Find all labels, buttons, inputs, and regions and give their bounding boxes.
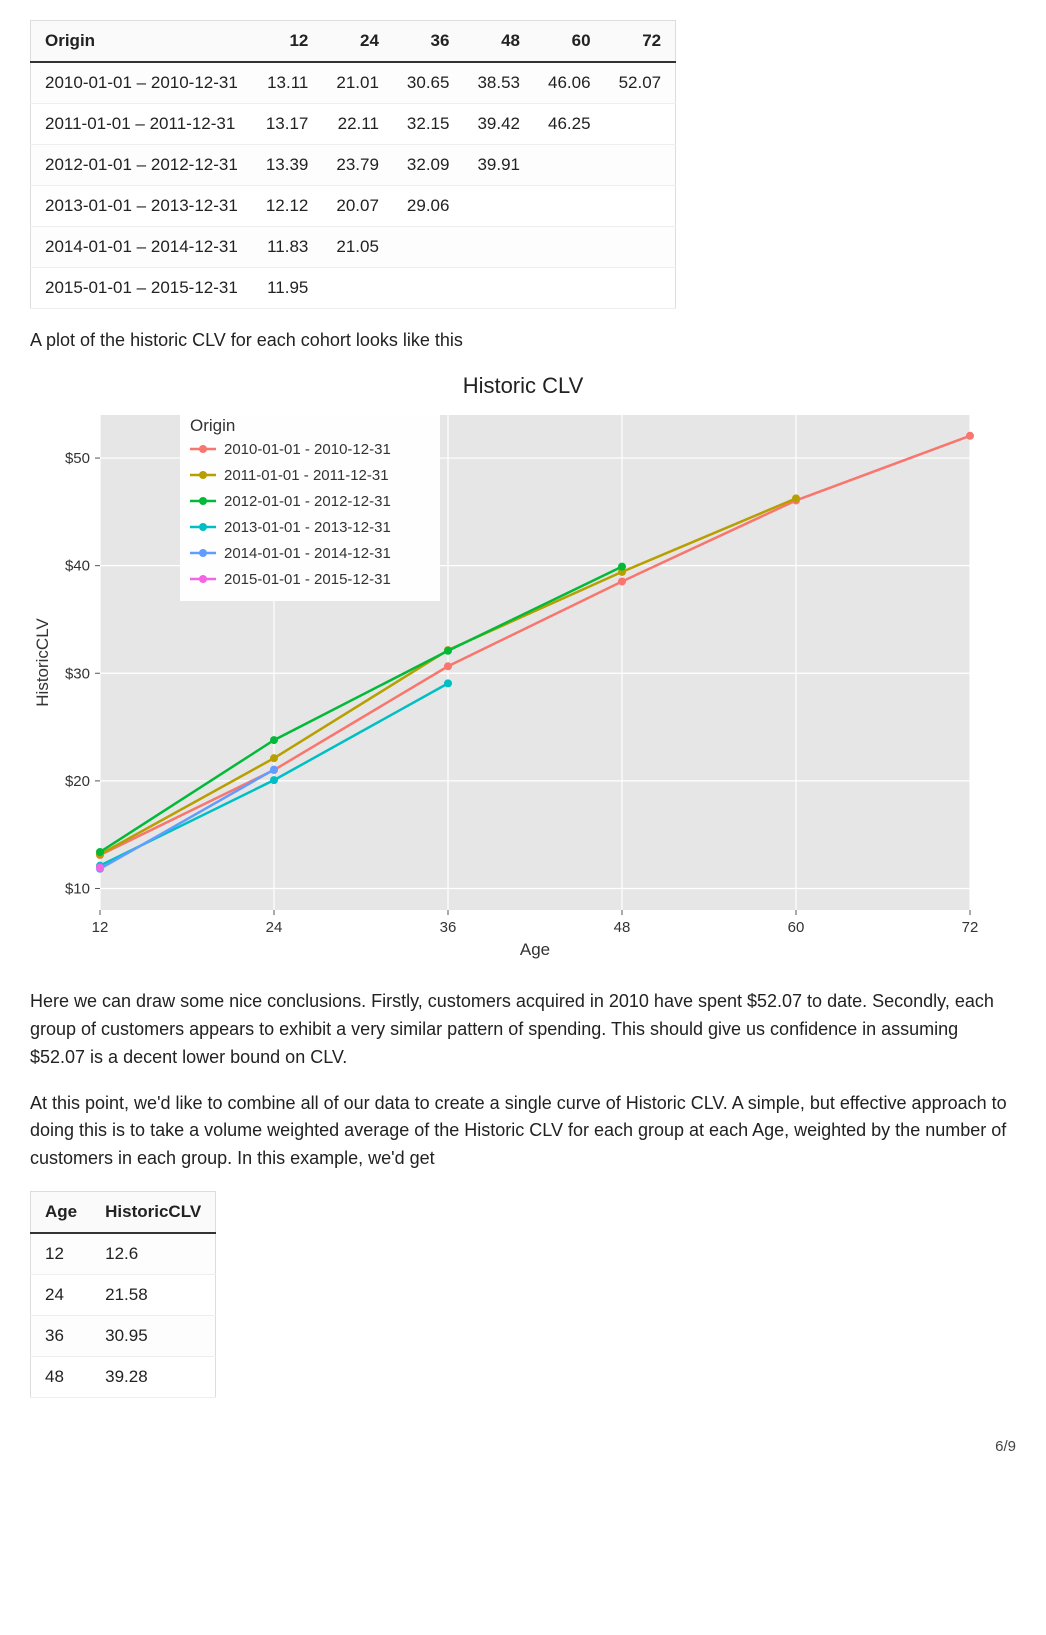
svg-text:2012-01-01 - 2012-12-31: 2012-01-01 - 2012-12-31	[224, 493, 391, 510]
svg-text:2010-01-01 - 2010-12-31: 2010-01-01 - 2010-12-31	[224, 441, 391, 458]
svg-text:2011-01-01 - 2011-12-31: 2011-01-01 - 2011-12-31	[224, 467, 389, 484]
svg-text:2015-01-01 - 2015-12-31: 2015-01-01 - 2015-12-31	[224, 571, 391, 588]
col-age-24: 24	[322, 21, 393, 63]
svg-text:$10: $10	[65, 880, 90, 897]
svg-text:2014-01-01 - 2014-12-31: 2014-01-01 - 2014-12-31	[224, 545, 391, 562]
col-age-48: 48	[463, 21, 534, 63]
svg-text:72: 72	[962, 919, 979, 936]
table-row: 2010-01-01 – 2010-12-3113.1121.0130.6538…	[31, 62, 676, 104]
col-age-60: 60	[534, 21, 605, 63]
table-row: 2015-01-01 – 2015-12-3111.95	[31, 268, 676, 309]
col-origin: Origin	[31, 21, 252, 63]
svg-text:Age: Age	[520, 940, 550, 959]
svg-text:HistoricCLV: HistoricCLV	[33, 617, 52, 706]
weighted-avg-table: AgeHistoricCLV 1212.62421.583630.954839.…	[30, 1191, 216, 1398]
col-age-36: 36	[393, 21, 464, 63]
page-number: 6/9	[30, 1438, 1016, 1455]
svg-text:60: 60	[788, 919, 805, 936]
svg-text:48: 48	[614, 919, 631, 936]
chart-title: Historic CLV	[30, 373, 1016, 399]
chart-intro-text: A plot of the historic CLV for each coho…	[30, 327, 1010, 355]
svg-text:12: 12	[92, 919, 109, 936]
col-historicclv: HistoricCLV	[91, 1192, 216, 1234]
col-age-12: 12	[252, 21, 323, 63]
table-row: 4839.28	[31, 1357, 216, 1398]
historic-clv-chart: Historic CLV 12 24 36 48 60 72 $10 $20 $30 $40 $50…	[30, 373, 1016, 970]
method-paragraph: At this point, we'd like to combine all …	[30, 1090, 1010, 1174]
table-row: 2011-01-01 – 2011-12-3113.1722.1132.1539…	[31, 104, 676, 145]
svg-text:$20: $20	[65, 773, 90, 790]
chart-svg: 12 24 36 48 60 72 $10 $20 $30 $40 $50 Age HistoricCL…	[30, 405, 990, 965]
svg-text:24: 24	[266, 919, 283, 936]
conclusions-paragraph: Here we can draw some nice conclusions. …	[30, 988, 1010, 1072]
col-age-72: 72	[605, 21, 676, 63]
table-row: 2012-01-01 – 2012-12-3113.3923.7932.0939…	[31, 145, 676, 186]
table-row: 3630.95	[31, 1316, 216, 1357]
svg-text:Origin: Origin	[190, 416, 235, 435]
svg-text:36: 36	[440, 919, 457, 936]
svg-text:$30: $30	[65, 665, 90, 682]
table-row: 2421.58	[31, 1275, 216, 1316]
table-row: 2013-01-01 – 2013-12-3112.1220.0729.06	[31, 186, 676, 227]
table-row: 1212.6	[31, 1233, 216, 1275]
svg-text:2013-01-01 - 2013-12-31: 2013-01-01 - 2013-12-31	[224, 519, 391, 536]
table-row: 2014-01-01 – 2014-12-3111.8321.05	[31, 227, 676, 268]
svg-text:$50: $50	[65, 450, 90, 467]
col-age: Age	[31, 1192, 92, 1234]
svg-text:$40: $40	[65, 558, 90, 575]
cohort-clv-table: Origin122436486072 2010-01-01 – 2010-12-…	[30, 20, 676, 309]
